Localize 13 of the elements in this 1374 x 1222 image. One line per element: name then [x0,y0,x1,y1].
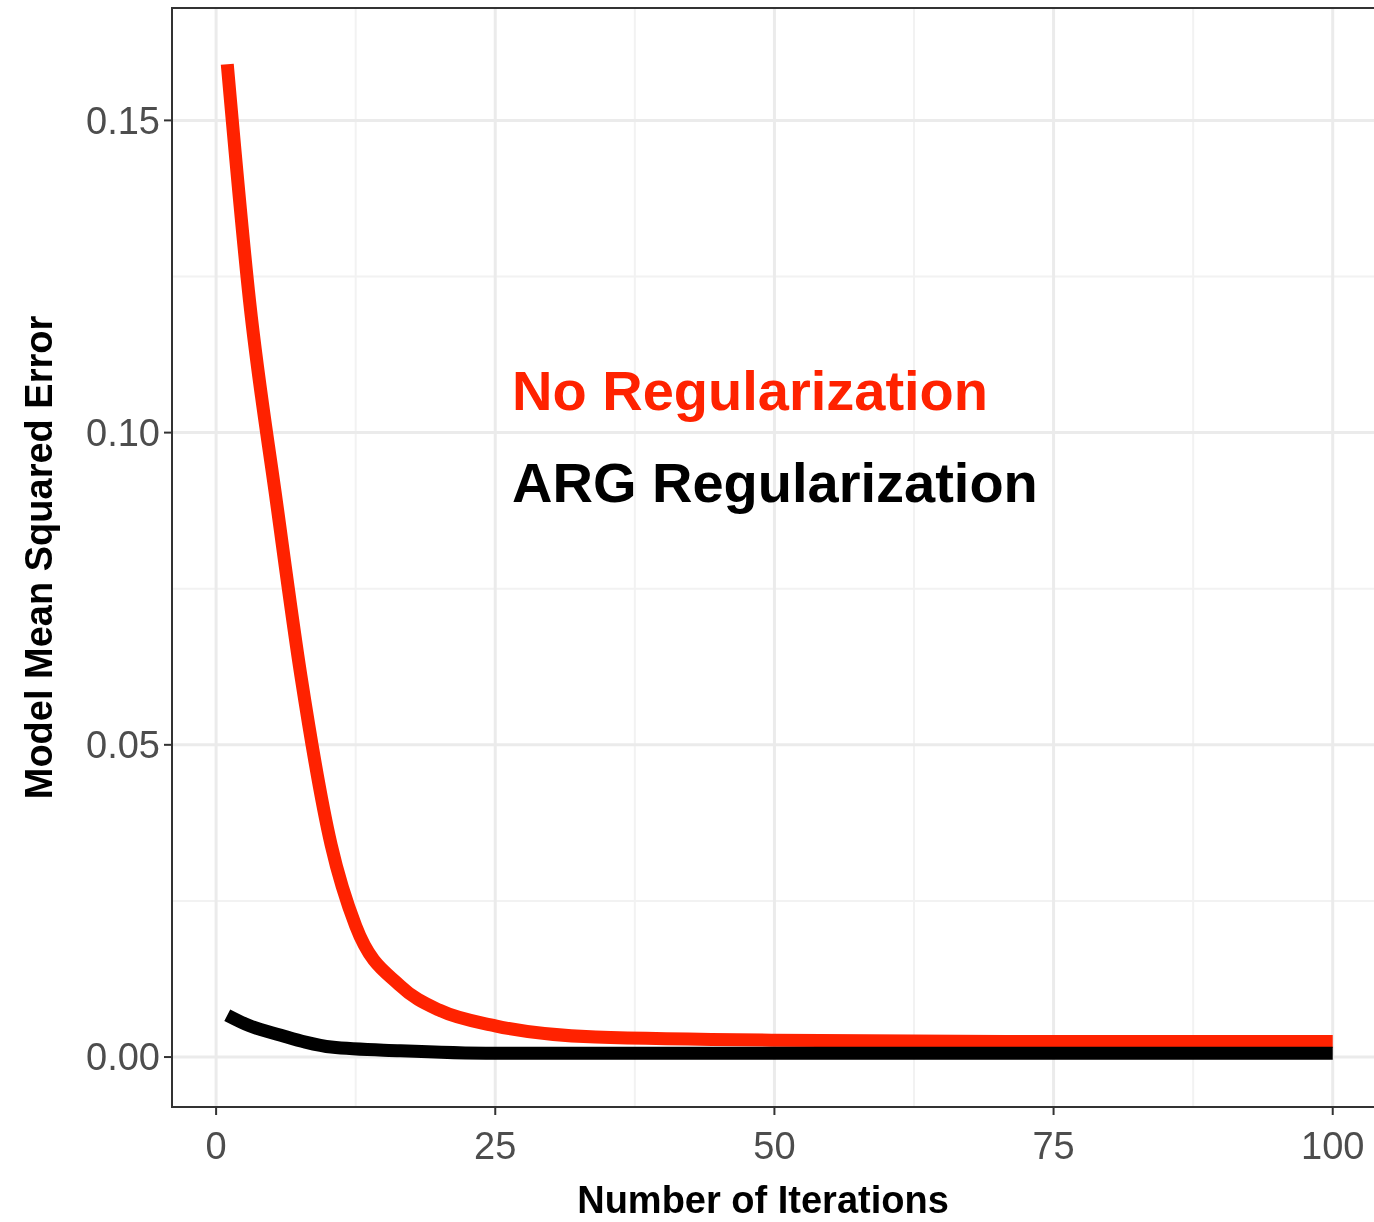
text: ARG Regularization [512,451,1038,514]
y-tick-label: 0.10 [86,411,160,454]
y-tick-label: 0.05 [86,724,160,767]
x-tick-label: 0 [205,1125,227,1167]
x-axis-title: Number of Iterations [577,1179,949,1221]
x-tick-label: 75 [1032,1125,1075,1167]
x-tick-label: 100 [1301,1125,1365,1167]
y-axis-title: Model Mean Squared Error [18,315,60,800]
y-tick-label: 0.00 [86,1036,160,1079]
y-tick-label: 0.15 [86,99,160,142]
x-tick-label: 50 [753,1125,796,1167]
text: No Regularization [512,359,989,422]
x-tick-label: 25 [474,1125,517,1167]
